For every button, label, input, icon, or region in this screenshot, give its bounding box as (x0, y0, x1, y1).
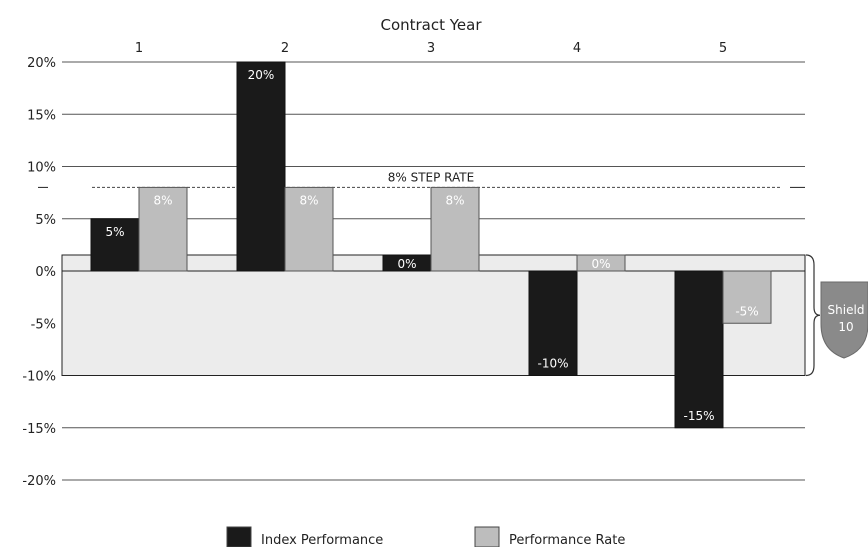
data-label: -10% (537, 357, 568, 371)
y-tick-label: -10% (22, 370, 56, 385)
data-label: -15% (683, 409, 714, 423)
legend-label: Index Performance (261, 533, 383, 547)
data-label: 8% (299, 193, 318, 207)
legend: Index Performance Performance Rate (226, 526, 625, 547)
legend-swatch (474, 526, 500, 547)
category-label: 2 (281, 41, 289, 56)
data-label: 20% (248, 68, 275, 82)
shield-badge-label: Shield (828, 303, 865, 317)
y-tick-label: 10% (27, 161, 56, 176)
data-label: 0% (591, 257, 610, 271)
shield-brace (805, 254, 821, 377)
bar (430, 186, 480, 272)
legend-label: Performance Rate (509, 533, 625, 547)
labels: 5% 20% 0% -10% -15% 8% 8% 8% 0% -5% (105, 68, 758, 423)
bars (90, 61, 772, 429)
bar (284, 186, 334, 272)
legend-swatch (226, 526, 252, 547)
category-label: 5 (719, 41, 727, 56)
step-rate-label: 8% STEP RATE (388, 170, 474, 184)
category-label: 3 (427, 41, 435, 56)
y-tick-label: -5% (31, 317, 56, 332)
y-tick-label: 0% (35, 265, 56, 280)
y-tick-label: -20% (22, 474, 56, 489)
bar (138, 186, 188, 272)
data-label: -5% (735, 304, 758, 318)
bar (90, 218, 140, 272)
y-tick-label: -15% (22, 422, 56, 437)
data-label: 8% (445, 193, 464, 207)
data-label: 8% (153, 193, 172, 207)
bar (236, 61, 286, 272)
y-tick-label: 20% (27, 56, 56, 71)
bar (674, 270, 724, 429)
y-tick-label: 5% (35, 213, 56, 228)
bar (528, 270, 578, 376)
shield-badge-value: 10 (838, 320, 853, 334)
data-label: 5% (105, 225, 124, 239)
chart-title: Contract Year (380, 16, 482, 34)
bar (576, 254, 626, 272)
category-label: 1 (135, 41, 143, 56)
y-tick-label: 15% (27, 108, 56, 123)
category-label: 4 (573, 41, 581, 56)
bar (722, 270, 772, 324)
data-label: 0% (397, 257, 416, 271)
